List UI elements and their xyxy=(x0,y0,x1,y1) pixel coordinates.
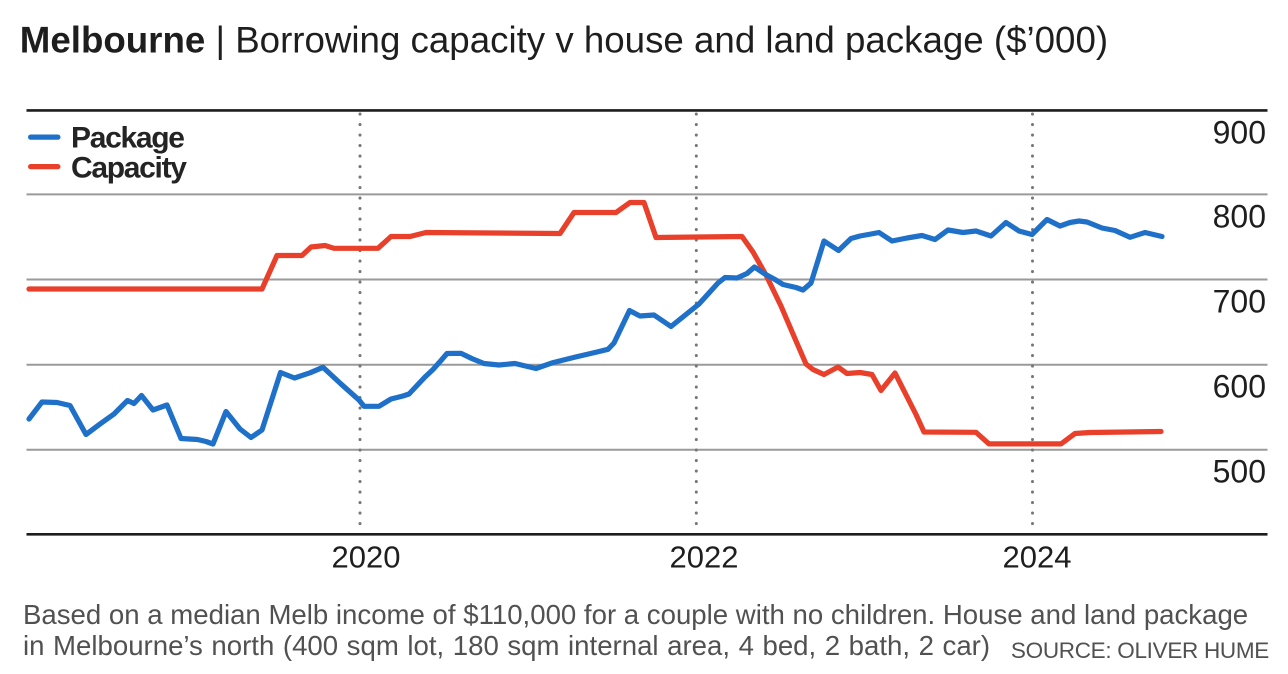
svg-text:in Melbourne’s north (400 sqm: in Melbourne’s north (400 sqm lot, 180 s… xyxy=(23,630,990,661)
svg-text:SOURCE: OLIVER HUME: SOURCE: OLIVER HUME xyxy=(1011,638,1269,663)
svg-text:Melbourne | Borrowing capacity: Melbourne | Borrowing capacity v house a… xyxy=(20,20,1108,61)
svg-text:600: 600 xyxy=(1213,369,1266,405)
svg-text:Package: Package xyxy=(71,122,184,155)
svg-text:900: 900 xyxy=(1213,114,1266,150)
svg-text:500: 500 xyxy=(1213,454,1266,490)
svg-text:2020: 2020 xyxy=(332,540,401,575)
svg-text:700: 700 xyxy=(1213,283,1266,319)
svg-text:Capacity: Capacity xyxy=(71,152,187,185)
svg-text:2022: 2022 xyxy=(670,540,739,575)
svg-text:800: 800 xyxy=(1213,198,1266,234)
svg-text:2024: 2024 xyxy=(1003,540,1072,575)
svg-text:Based on a median Melb income: Based on a median Melb income of $110,00… xyxy=(23,599,1248,630)
